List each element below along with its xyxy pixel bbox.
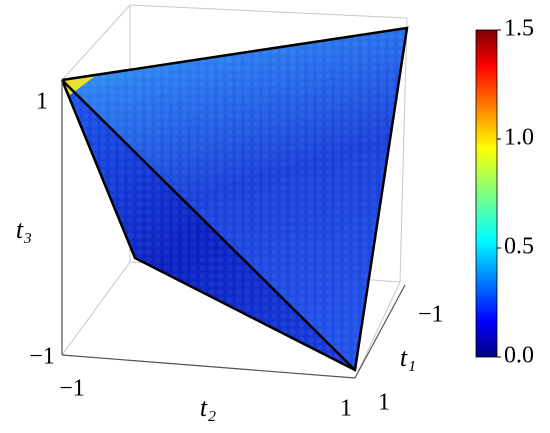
z-tick-label: −1: [29, 344, 55, 370]
z-tick-label: 1: [36, 89, 48, 115]
colorbar-tick-label: 0.5: [504, 234, 534, 260]
colorbar-tick-label: 1.0: [504, 125, 534, 151]
y-axis-label: t₂: [200, 393, 216, 422]
axes-lines: [61, 80, 406, 379]
x-tick-label: −1: [418, 302, 444, 328]
y-tick-label: −1: [59, 376, 85, 402]
z-axis-label: t₃: [16, 215, 32, 244]
colorbar: [475, 29, 498, 358]
y-tick-label: 1: [340, 396, 352, 422]
colorbar-tick-label: 0.0: [504, 343, 534, 369]
surface: [60, 26, 409, 372]
x-axis-label: t₁: [400, 343, 416, 372]
x-tick-label: 1: [378, 390, 390, 416]
colorbar-tick-label: 1.5: [504, 16, 534, 42]
